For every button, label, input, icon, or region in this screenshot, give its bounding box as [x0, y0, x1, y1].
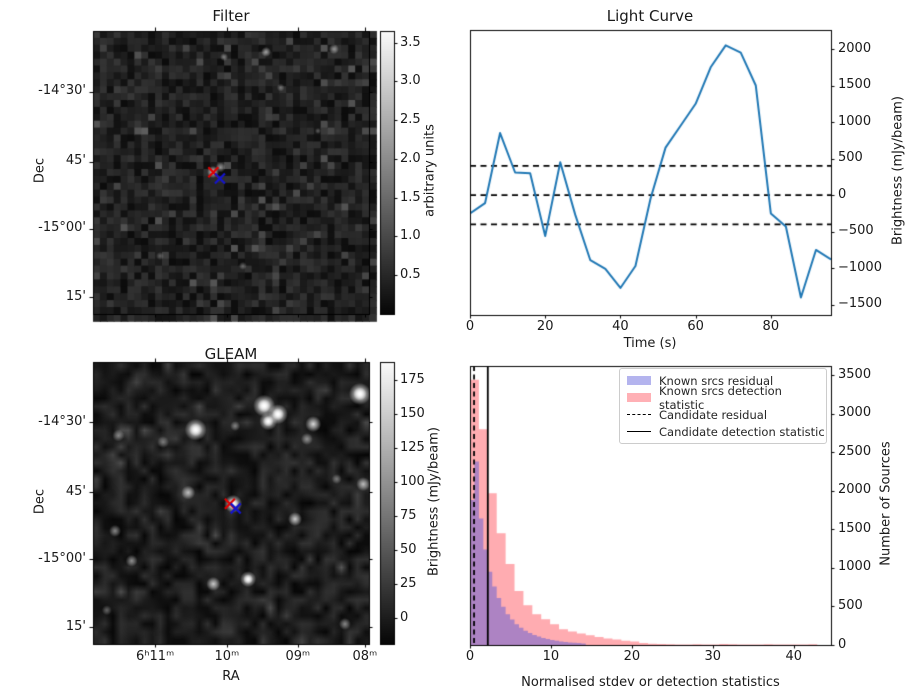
gleam-colorbar-label: Brightness (mJy/beam)	[426, 427, 442, 576]
filter-colorbar-tick: 2.0	[400, 151, 421, 166]
light-curve-xlabel: Time (s)	[623, 336, 677, 351]
histogram-x-tick: 10	[542, 649, 560, 664]
gleam-colorbar-tick: 125	[400, 440, 425, 455]
gleam-title: GLEAM	[204, 345, 258, 363]
filter-y-tick: 15'	[65, 288, 86, 304]
light-curve-x-tick: 0	[465, 319, 475, 334]
light-curve-x-tick: 20	[536, 319, 554, 334]
light-curve-y-tick: −500	[838, 223, 874, 239]
filter-colorbar-tick: 3.0	[400, 73, 421, 88]
legend-row: Known srcs detection statistic	[627, 384, 826, 412]
gleam-x-tick: 6ʰ11ᵐ	[136, 649, 175, 664]
histogram-x-tick: 0	[465, 649, 475, 664]
solid-line-handle	[627, 431, 651, 432]
filter-colorbar-tick: 0.5	[400, 267, 421, 282]
histogram-y-tick: 1000	[838, 559, 872, 575]
histogram-y-tick: 2500	[838, 443, 872, 459]
filter-y-tick: 45'	[65, 153, 86, 169]
light-curve-y-tick: 2000	[838, 40, 872, 56]
light-curve-y-tick: −1000	[838, 259, 882, 275]
filter-title: Filter	[212, 7, 250, 25]
histogram-x-tick: 30	[704, 649, 722, 664]
histogram-x-tick: 20	[623, 649, 641, 664]
gleam-colorbar-tick: 50	[400, 542, 417, 557]
gleam-y-tick: -14°30'	[38, 413, 86, 429]
light-curve-y-tick: 500	[838, 150, 863, 166]
gleam-colorbar-tick: 25	[400, 576, 417, 591]
filter-colorbar-tick: 2.5	[400, 112, 421, 127]
histogram-x-tick: 40	[785, 649, 803, 664]
light-curve-y-tick: 1000	[838, 113, 872, 129]
histogram-xlabel: Normalised stdev or detection statistics	[521, 675, 780, 690]
legend-label: Known srcs residual	[659, 373, 774, 388]
light-curve-y-tick: −1500	[838, 296, 882, 312]
histogram-y-tick: 0	[838, 636, 847, 652]
legend-row: Candidate detection statistic	[627, 423, 826, 440]
legend-row: Known srcs residual	[627, 372, 826, 389]
known-srcs-residual-swatch	[627, 376, 651, 385]
gleam-colorbar-tick: 0	[400, 610, 409, 625]
light-curve-x-tick: 60	[687, 319, 704, 334]
light-curve-ylabel: Brightness (mJy/beam)	[890, 96, 906, 245]
legend-row: Candidate residual	[627, 406, 826, 423]
gleam-colorbar-tick: 175	[400, 372, 425, 387]
light-curve-y-tick: 0	[838, 186, 847, 202]
light-curve-y-tick: 1500	[838, 77, 872, 93]
histogram-y-tick: 500	[838, 597, 863, 613]
light-curve-x-tick: 40	[612, 319, 629, 334]
filter-colorbar-tick: 1.0	[400, 228, 421, 243]
gleam-x-tick: 10ᵐ	[214, 649, 240, 664]
histogram-y-tick: 3000	[838, 405, 872, 421]
gleam-colorbar-tick: 75	[400, 508, 417, 523]
histogram-ylabel: Number of Sources	[878, 441, 894, 566]
histogram-y-tick: 2000	[838, 482, 872, 498]
histogram-y-tick: 3500	[838, 366, 872, 382]
gleam-x-tick: 09ᵐ	[285, 649, 311, 664]
legend-label: Candidate residual	[659, 407, 768, 422]
gleam-y-tick: 45'	[65, 483, 86, 499]
legend-label: Known srcs detection statistic	[659, 383, 782, 412]
filter-y-tick: -15°00'	[38, 220, 86, 236]
filter-y-tick: -14°30'	[38, 83, 86, 99]
gleam-y-tick: -15°00'	[38, 550, 86, 566]
gleam-x-tick: 08ᵐ	[352, 649, 378, 664]
histogram-y-tick: 1500	[838, 520, 872, 536]
dashed-line-handle	[627, 414, 651, 415]
gleam-colorbar-tick: 150	[400, 406, 425, 421]
filter-colorbar-tick: 3.5	[400, 35, 421, 50]
filter-colorbar-tick: 1.5	[400, 190, 421, 205]
light-curve-x-tick: 80	[762, 319, 780, 334]
light-curve-title: Light Curve	[606, 7, 694, 25]
histogram-legend: Known srcs residual Known srcs detection…	[619, 368, 827, 444]
gleam-colorbar-tick: 100	[400, 474, 425, 489]
gleam-xlabel: RA	[222, 669, 240, 684]
known-srcs-detection-swatch	[627, 393, 651, 402]
gleam-y-tick: 15'	[65, 618, 86, 634]
legend-label: Candidate detection statistic	[659, 424, 825, 439]
filter-colorbar-label: arbitrary units	[422, 124, 438, 217]
